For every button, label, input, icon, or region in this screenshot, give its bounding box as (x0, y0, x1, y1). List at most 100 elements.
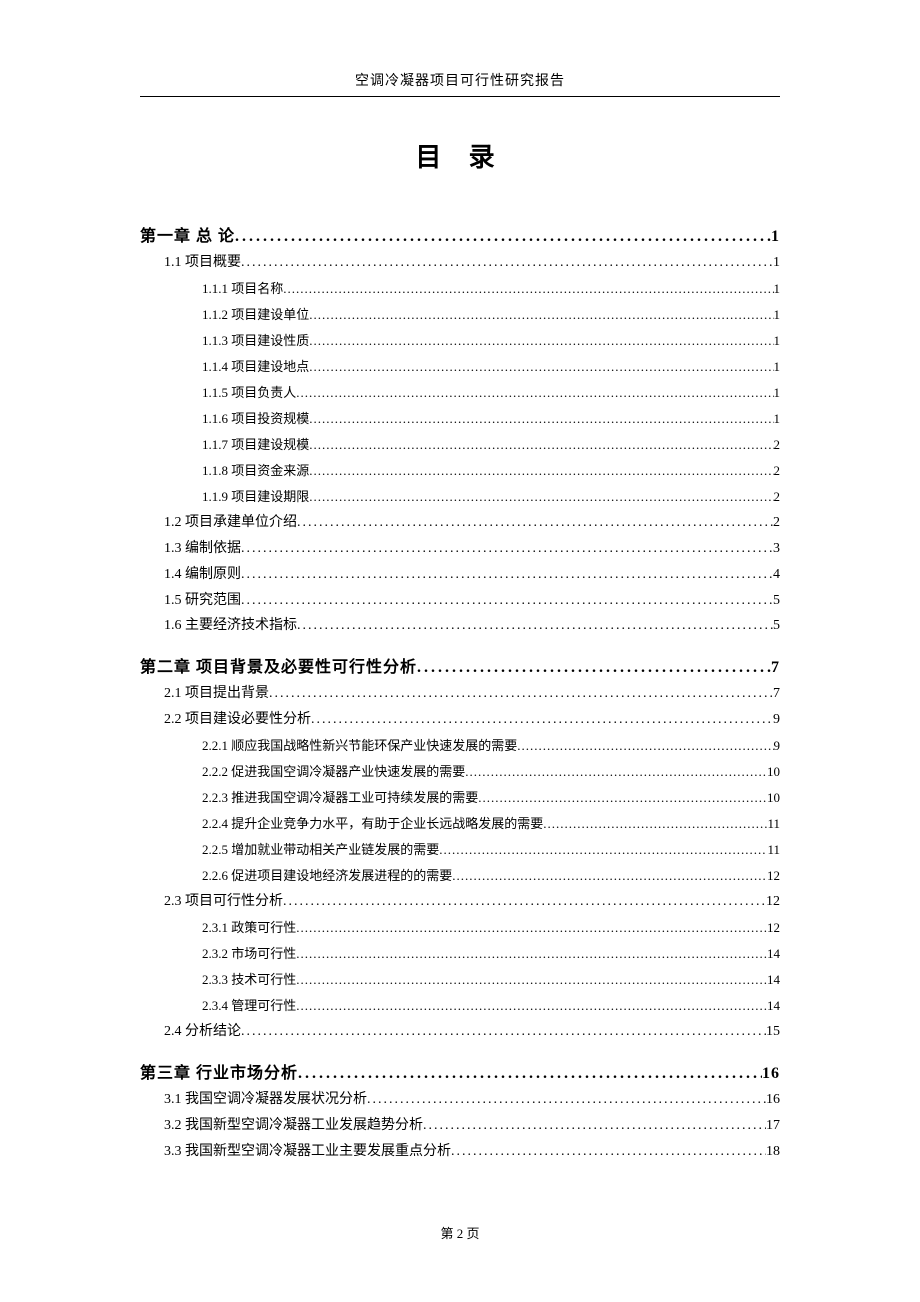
toc-entry: 3.3 我国新型空调冷凝器工业主要发展重点分析.................… (164, 1139, 780, 1165)
toc-entry-page: 14 (767, 941, 780, 967)
toc-entry: 1.1.6 项目投资规模............................… (202, 406, 780, 432)
toc-entry-page: 9 (774, 733, 781, 759)
toc-leader-dots: ........................................… (296, 993, 767, 1019)
table-of-contents: 第一章 总 论.................................… (140, 222, 780, 1165)
toc-entry: 2.3 项目可行性分析.............................… (164, 889, 780, 915)
toc-entry-page: 14 (767, 993, 780, 1019)
toc-entry-page: 1 (774, 406, 781, 432)
toc-entry-page: 14 (767, 967, 780, 993)
toc-leader-dots: ........................................… (309, 484, 773, 510)
toc-entry-label: 2.3.3 技术可行性 (202, 967, 296, 993)
toc-entry: 1.1.1 项目名称..............................… (202, 276, 780, 302)
toc-leader-dots: ........................................… (423, 1113, 766, 1139)
toc-entry-label: 2.2.2 促进我国空调冷凝器产业快速发展的需要 (202, 759, 465, 785)
toc-entry-page: 2 (774, 484, 781, 510)
toc-entry-page: 17 (766, 1113, 780, 1139)
toc-entry-label: 3.3 我国新型空调冷凝器工业主要发展重点分析 (164, 1139, 451, 1165)
toc-entry-page: 1 (773, 250, 780, 276)
page-header: 空调冷凝器项目可行性研究报告 (140, 70, 780, 97)
toc-entry-page: 9 (773, 707, 780, 733)
toc-entry-page: 1 (771, 228, 780, 246)
toc-entry-label: 1.4 编制原则 (164, 562, 241, 588)
toc-entry: 1.1.9 项目建设期限............................… (202, 484, 780, 510)
toc-title: 目 录 (140, 137, 780, 174)
toc-entry-page: 18 (766, 1139, 780, 1165)
toc-leader-dots: ........................................… (297, 613, 773, 639)
toc-entry-label: 1.5 研究范围 (164, 588, 241, 614)
toc-entry-page: 1 (774, 328, 781, 354)
toc-entry-page: 11 (767, 811, 780, 837)
page-container: 空调冷凝器项目可行性研究报告 目 录 第一章 总 论..............… (0, 0, 920, 1215)
toc-leader-dots: ........................................… (367, 1087, 766, 1113)
toc-leader-dots: ........................................… (296, 967, 767, 993)
toc-entry-label: 第一章 总 论 (140, 222, 235, 246)
toc-entry: 2.3.3 技术可行性.............................… (202, 967, 780, 993)
toc-entry: 2.2.1 顺应我国战略性新兴节能环保产业快速发展的需要............… (202, 733, 780, 759)
toc-entry: 第三章 行业市场分析..............................… (140, 1059, 780, 1083)
toc-leader-dots: ........................................… (309, 302, 773, 328)
toc-leader-dots: ........................................… (451, 1139, 766, 1165)
toc-entry-label: 1.2 项目承建单位介绍 (164, 510, 297, 536)
toc-entry-page: 5 (773, 613, 780, 639)
toc-entry: 1.4 编制原则................................… (164, 562, 780, 588)
toc-entry-page: 2 (774, 432, 781, 458)
toc-entry: 2.3.1 政策可行性.............................… (202, 915, 780, 941)
toc-entry-label: 2.2.1 顺应我国战略性新兴节能环保产业快速发展的需要 (202, 733, 517, 759)
toc-leader-dots: ........................................… (241, 536, 773, 562)
toc-entry: 3.1 我国空调冷凝器发展状况分析.......................… (164, 1087, 780, 1113)
toc-entry: 2.2.4 提升企业竞争力水平，有助于企业长远战略发展的需要..........… (202, 811, 780, 837)
toc-leader-dots: ........................................… (309, 354, 773, 380)
toc-entry-label: 2.2.3 推进我国空调冷凝器工业可持续发展的需要 (202, 785, 478, 811)
toc-entry: 1.1 项目概要................................… (164, 250, 780, 276)
toc-entry: 1.1.2 项目建设单位............................… (202, 302, 780, 328)
toc-entry-page: 1 (774, 302, 781, 328)
toc-entry-label: 1.1.5 项目负责人 (202, 380, 296, 406)
toc-entry-page: 1 (774, 380, 781, 406)
toc-entry: 1.1.7 项目建设规模............................… (202, 432, 780, 458)
toc-entry-page: 12 (766, 889, 780, 915)
toc-leader-dots: ........................................… (269, 681, 773, 707)
toc-leader-dots: ........................................… (309, 328, 773, 354)
toc-entry-label: 2.2.5 增加就业带动相关产业链发展的需要 (202, 837, 439, 863)
toc-leader-dots: ........................................… (241, 562, 773, 588)
toc-entry: 2.2 项目建设必要性分析...........................… (164, 707, 780, 733)
toc-leader-dots: ........................................… (465, 759, 767, 785)
toc-entry-page: 11 (767, 837, 780, 863)
toc-entry-page: 4 (773, 562, 780, 588)
toc-leader-dots: ........................................… (235, 228, 771, 246)
toc-entry-label: 2.3.2 市场可行性 (202, 941, 296, 967)
toc-entry: 2.1 项目提出背景..............................… (164, 681, 780, 707)
toc-entry-label: 1.1.8 项目资金来源 (202, 458, 309, 484)
toc-entry-label: 2.4 分析结论 (164, 1019, 241, 1045)
toc-entry: 1.1.5 项目负责人.............................… (202, 380, 780, 406)
toc-entry: 2.2.2 促进我国空调冷凝器产业快速发展的需要................… (202, 759, 780, 785)
toc-leader-dots: ........................................… (452, 863, 767, 889)
toc-leader-dots: ........................................… (283, 276, 773, 302)
toc-entry-page: 12 (767, 863, 780, 889)
toc-entry-label: 2.3 项目可行性分析 (164, 889, 283, 915)
toc-leader-dots: ........................................… (543, 811, 767, 837)
toc-leader-dots: ........................................… (241, 250, 773, 276)
toc-entry-label: 第二章 项目背景及必要性可行性分析 (140, 653, 417, 677)
toc-entry: 1.1.3 项目建设性质............................… (202, 328, 780, 354)
toc-leader-dots: ........................................… (417, 659, 771, 677)
toc-entry-label: 1.6 主要经济技术指标 (164, 613, 297, 639)
toc-entry-label: 1.1.6 项目投资规模 (202, 406, 309, 432)
toc-leader-dots: ........................................… (309, 406, 773, 432)
toc-entry-page: 5 (773, 588, 780, 614)
toc-entry: 2.2.6 促进项目建设地经济发展进程的的需要.................… (202, 863, 780, 889)
toc-entry-label: 1.1.7 项目建设规模 (202, 432, 309, 458)
toc-entry-page: 10 (767, 759, 780, 785)
toc-leader-dots: ........................................… (517, 733, 773, 759)
toc-leader-dots: ........................................… (296, 380, 773, 406)
toc-entry-page: 1 (774, 354, 781, 380)
toc-entry: 1.5 研究范围................................… (164, 588, 780, 614)
toc-leader-dots: ........................................… (297, 510, 773, 536)
toc-entry: 2.2.3 推进我国空调冷凝器工业可持续发展的需要...............… (202, 785, 780, 811)
toc-entry-page: 3 (773, 536, 780, 562)
toc-leader-dots: ........................................… (241, 1019, 766, 1045)
toc-entry-page: 12 (767, 915, 780, 941)
toc-entry: 第一章 总 论.................................… (140, 222, 780, 246)
toc-entry-label: 2.2.6 促进项目建设地经济发展进程的的需要 (202, 863, 452, 889)
toc-entry-label: 2.3.4 管理可行性 (202, 993, 296, 1019)
